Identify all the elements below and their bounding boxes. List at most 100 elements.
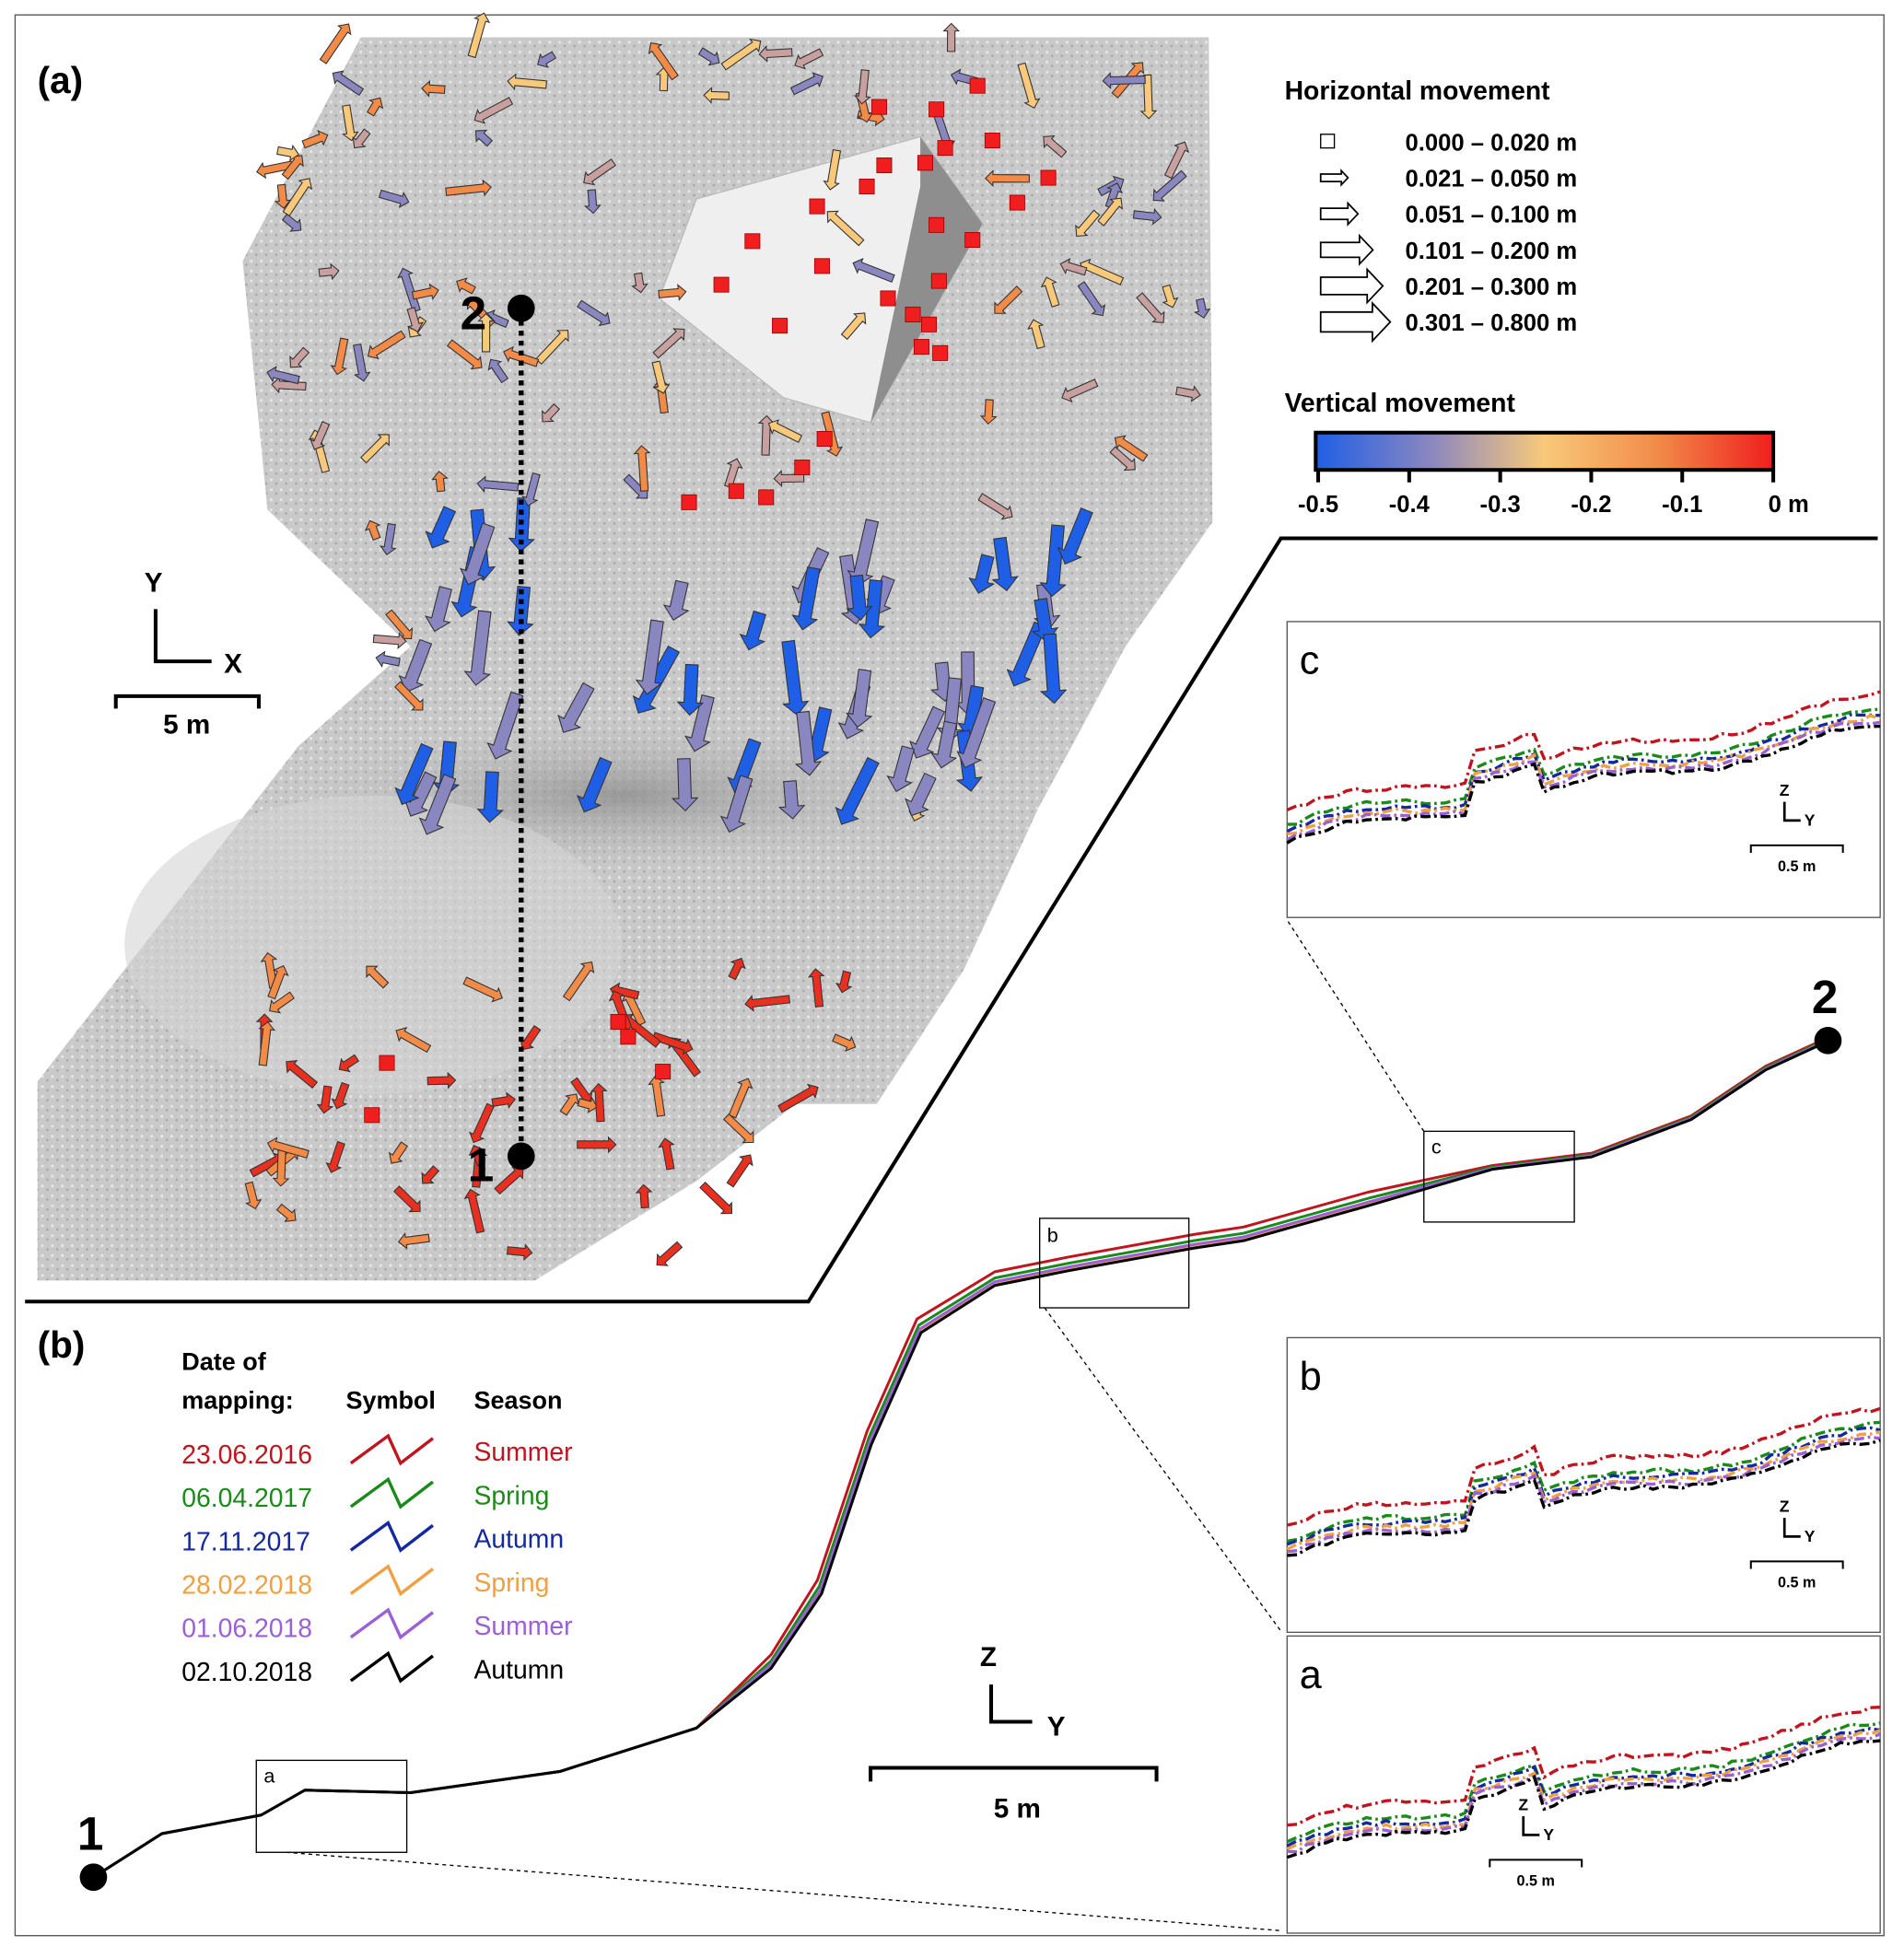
inset-profile-line — [1287, 1439, 1881, 1557]
movement-arrow-icon — [403, 771, 438, 817]
movement-arrow-icon — [537, 51, 557, 68]
movement-arrow-icon — [476, 771, 505, 823]
movement-arrow-icon — [266, 366, 300, 385]
movement-arrow-icon — [506, 1243, 533, 1261]
stable-point-icon — [620, 1029, 637, 1045]
movement-arrow-icon — [840, 312, 867, 341]
stable-point-icon — [758, 489, 775, 506]
scale-bar — [1749, 1560, 1844, 1569]
movement-arrow-icon — [758, 45, 793, 63]
legend-class-label: 0.051 – 0.100 m — [1406, 203, 1578, 228]
movement-arrow-icon — [777, 1083, 819, 1113]
legend-title: Vertical movement — [1285, 389, 1516, 418]
stable-point-icon — [809, 198, 825, 215]
stable-point-icon — [379, 1055, 395, 1071]
movement-arrow-icon — [1102, 72, 1146, 89]
point-2-label: 2 — [1812, 971, 1839, 1023]
movement-arrow-icon — [1193, 297, 1211, 319]
inset-profile-line — [1286, 690, 1881, 811]
movement-arrow-icon — [469, 1102, 495, 1144]
legend-season: Summer — [473, 1438, 572, 1467]
movement-arrow-icon — [583, 158, 616, 186]
scale-label: 5 m — [994, 1793, 1041, 1824]
axis-z-label: Z — [1518, 1795, 1528, 1813]
legend-date: 02.10.2018 — [181, 1658, 312, 1687]
movement-arrow-icon — [494, 1166, 524, 1195]
movement-arrow-icon — [854, 69, 871, 105]
movement-arrow-icon — [281, 155, 304, 181]
movement-arrow-icon — [726, 1154, 753, 1188]
movement-arrow-icon — [835, 756, 880, 825]
movement-arrow-icon — [421, 79, 446, 98]
stable-point-icon — [932, 344, 949, 361]
movement-arrow-icon — [577, 1136, 617, 1154]
movement-arrow-icon — [256, 160, 294, 180]
legend-class-label: 0.201 – 0.300 m — [1406, 274, 1578, 300]
movement-arrow-icon — [886, 745, 916, 793]
movement-arrow-icon — [632, 645, 681, 714]
movement-arrow-icon — [930, 720, 958, 769]
scale-bar — [113, 693, 261, 709]
stable-point-icon — [905, 307, 921, 323]
movement-arrow-icon — [699, 1181, 733, 1215]
movement-arrow-icon — [244, 1181, 263, 1210]
point-1-marker — [507, 1142, 535, 1171]
axis-z-label: Z — [1780, 781, 1790, 799]
detail-boxes: a b c — [255, 919, 1575, 1931]
movement-arrow-icon — [1163, 141, 1190, 180]
inset-panel-c: c ZY 0.5 m — [1286, 621, 1881, 918]
panel-a-label: (a) — [38, 59, 83, 101]
legend-symbol-line — [349, 1564, 434, 1597]
legend-season: Autumn — [473, 1525, 564, 1555]
movement-arrow-icon — [318, 262, 340, 281]
movement-arrow-icon — [697, 47, 720, 66]
movement-arrow-icon — [431, 471, 449, 493]
colorbar-tick-label: -0.3 — [1480, 492, 1521, 518]
inset-profile-line — [1286, 713, 1881, 833]
movement-arrow-icon — [722, 1113, 754, 1144]
colorbar-tick-label: 0 m — [1769, 492, 1809, 518]
movement-arrow-icon — [1132, 207, 1162, 226]
colorbar-tick-label: -0.1 — [1662, 492, 1702, 518]
movement-arrow-icon — [395, 1027, 432, 1054]
movement-arrow-icon — [846, 574, 873, 621]
movement-arrow-icon — [394, 681, 424, 711]
movement-arrow-icon — [1114, 435, 1149, 462]
legend-symbol-line — [349, 1607, 434, 1640]
inset-profile-line — [1286, 724, 1881, 845]
movement-arrow-icon — [590, 1082, 608, 1123]
movement-arrow-icon — [462, 976, 503, 1003]
movement-arrow-icon — [968, 554, 996, 594]
movement-arrow-icon — [289, 346, 310, 368]
movement-arrow-icon — [739, 610, 766, 651]
panel-b-label: (b) — [38, 1323, 86, 1366]
inset-profile-line — [1287, 1435, 1881, 1554]
movement-arrow-icon — [367, 330, 406, 360]
point-1-label: 1 — [468, 1138, 495, 1191]
stable-point-icon — [813, 258, 830, 274]
legend-symbol-line — [349, 1520, 434, 1553]
point-2-marker — [1814, 1026, 1842, 1055]
profile-line-02.10.2018 — [92, 1040, 1829, 1879]
movement-arrow-icon — [991, 536, 1019, 591]
movement-arrow-icon — [1152, 169, 1187, 202]
inset-label: c — [1300, 639, 1320, 683]
movement-arrow-icon — [671, 758, 699, 811]
stable-point-icon — [937, 140, 953, 157]
movement-arrow-icon — [542, 402, 561, 423]
movement-arrow-icon — [658, 1137, 675, 1171]
movement-arrow-icon — [767, 419, 803, 443]
movement-arrow-icon — [258, 1020, 276, 1066]
legend-season: Spring — [473, 1481, 549, 1510]
date-legend: Date of mapping: Symbol Season 23.06.201… — [181, 1348, 572, 1687]
legend-date: 06.04.2017 — [181, 1484, 312, 1513]
arrow-size-icon — [1319, 169, 1349, 187]
stable-point-icon — [921, 316, 938, 332]
movement-arrow-icon — [316, 1085, 334, 1114]
movement-arrow-icon — [835, 970, 853, 994]
stable-point-icon — [917, 155, 933, 171]
movement-arrow-icon — [684, 693, 715, 752]
movement-arrow-icon — [576, 756, 613, 813]
inset-profile-line — [1286, 1729, 1881, 1851]
